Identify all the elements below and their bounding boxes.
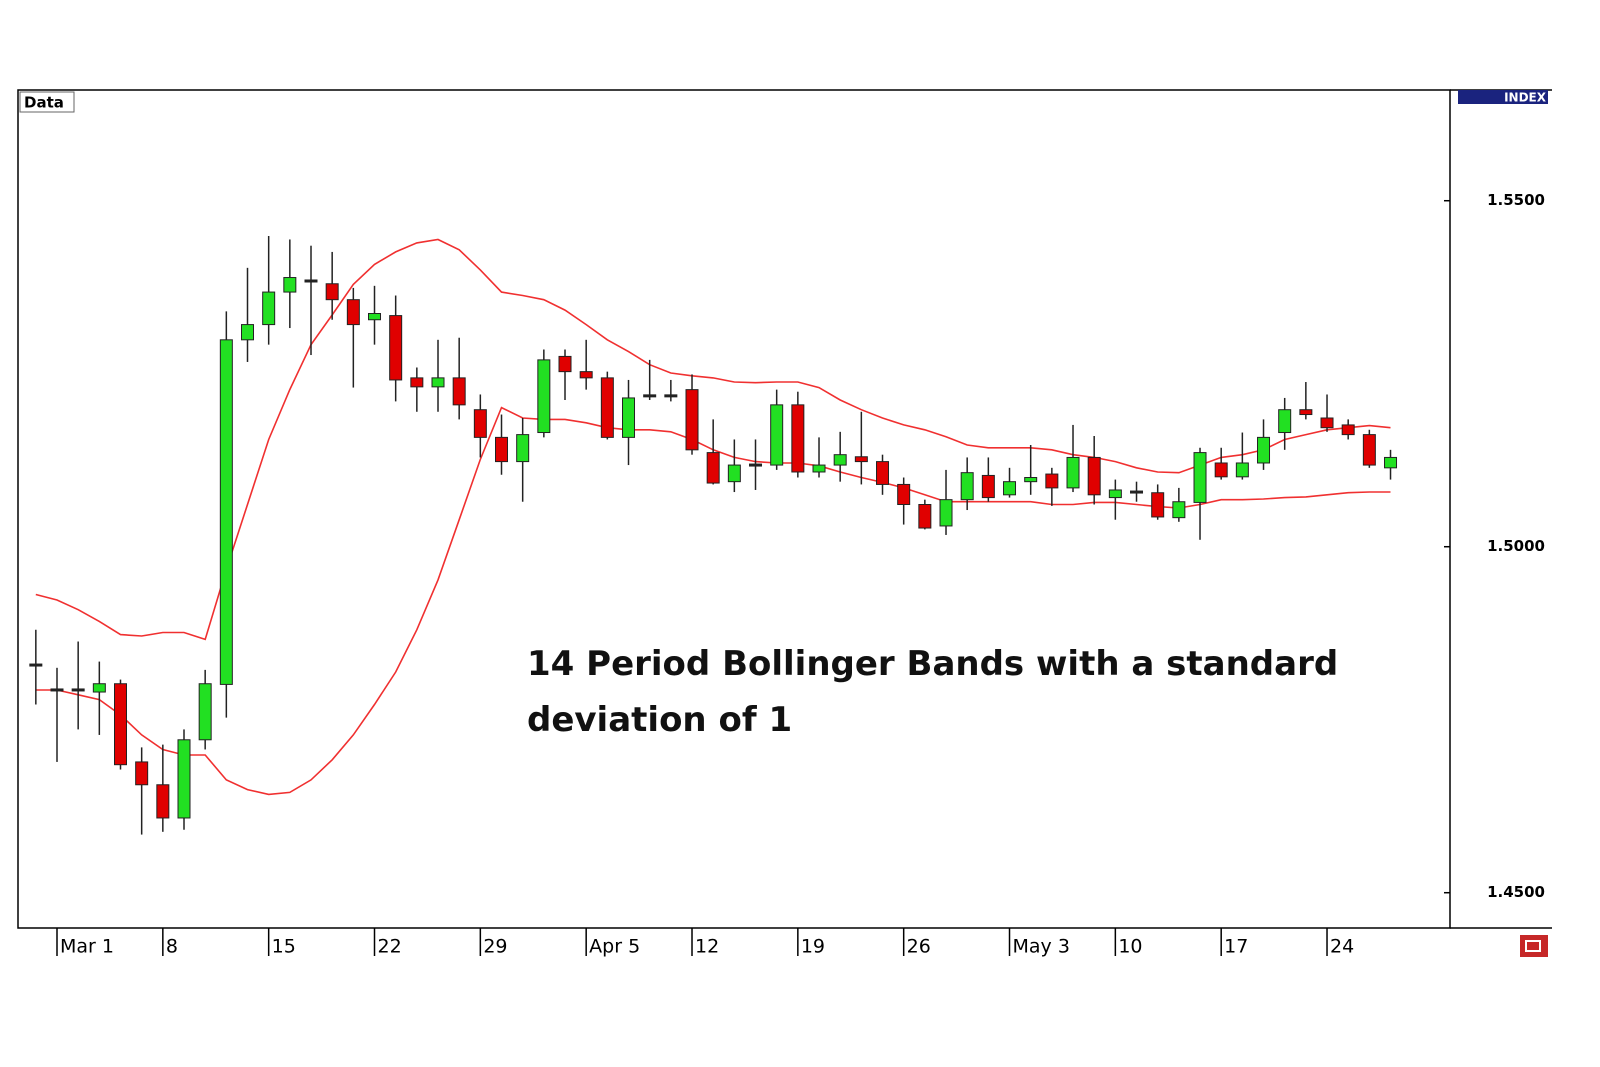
candle-body [1214,462,1228,478]
candle-body [156,784,170,819]
x-tick-label: Mar 1 [60,936,114,958]
candle-body [1087,456,1101,496]
candle-body [897,483,911,506]
candle-body [876,461,890,485]
candle-body [579,371,593,379]
x-tick-label: 24 [1330,936,1354,958]
candle-body [177,739,191,819]
candle-body [558,355,572,373]
candle-body [389,315,403,381]
candle-body [1045,473,1059,489]
candle-body [812,464,826,473]
candle-body [600,377,614,438]
plot-frame [17,89,1451,929]
candle-body [241,324,255,341]
annotation: 14 Period Bollinger Bands with a standar… [527,644,1339,740]
candle-body [495,436,509,463]
candle-body [71,688,85,692]
candle-body [1066,456,1080,489]
candle-body [1193,452,1207,503]
candle-body [706,452,720,484]
candle-body [622,397,636,438]
candle-body [1024,477,1038,483]
candle-body [1257,436,1271,464]
y-tick-label: 1.4500 [1487,883,1545,901]
x-tick-label: 26 [907,936,931,958]
candle-body [1003,481,1017,496]
candle-body [92,683,106,693]
candle-body [1320,417,1334,429]
candle-body [473,409,487,438]
candle-body [219,339,233,685]
x-tick-label: 12 [695,936,719,958]
candle-body [325,283,339,301]
y-tick-label: 1.5000 [1487,537,1545,555]
band-upper [35,238,1391,641]
candle-body [1235,462,1249,478]
candle-body [981,474,995,499]
candle-body [643,394,657,398]
corner-icon-glyph [1525,940,1541,952]
x-tick-label: 8 [166,936,178,958]
candle-body [50,688,64,692]
candle-body [410,377,424,388]
candle-body [749,463,763,467]
candle-body [791,404,805,473]
x-tick-label: Apr 5 [589,936,640,958]
candle-body [1172,501,1186,519]
candle-body [854,456,868,463]
candle-body [918,504,932,529]
x-tick-label: 10 [1118,936,1142,958]
candle-body [198,683,212,741]
x-tick-label: 19 [801,936,825,958]
data-label: Data [24,94,64,112]
x-tick-label: 29 [483,936,507,958]
y-tick-label: 1.5500 [1487,191,1545,209]
candle-body [1130,490,1144,494]
candle-body [664,394,678,398]
candle-body [833,454,847,466]
candle-body [304,279,318,283]
candle-body [135,761,149,786]
candle-body [960,472,974,501]
candle-body [368,313,382,321]
candle-body [1151,492,1165,518]
candle-body [939,499,953,527]
index-label: INDEX [1504,91,1547,105]
candle-body [1108,489,1122,499]
candle-body [1384,456,1398,469]
candle-body [1299,409,1313,416]
candle-body [262,291,276,326]
x-tick-label: 22 [378,936,402,958]
candle-body [1341,424,1355,436]
candle-body [537,359,551,434]
x-tick-label: 17 [1224,936,1248,958]
candle-body [727,464,741,483]
data-box [19,91,75,113]
candle-body [1362,434,1376,466]
x-tick-label: 15 [272,936,296,958]
candle-body [770,404,784,466]
corner-icon [1520,935,1548,957]
candle-body [283,277,297,293]
candle-body [516,434,530,463]
candle-body [1278,409,1292,434]
candle-body [431,377,445,388]
candle-body [452,377,466,406]
candle-body [29,663,43,667]
x-tick-label: May 3 [1013,936,1070,958]
index-box [1458,90,1548,104]
candle-body [114,683,128,766]
candle-body [685,389,699,451]
candle-body [346,299,360,326]
